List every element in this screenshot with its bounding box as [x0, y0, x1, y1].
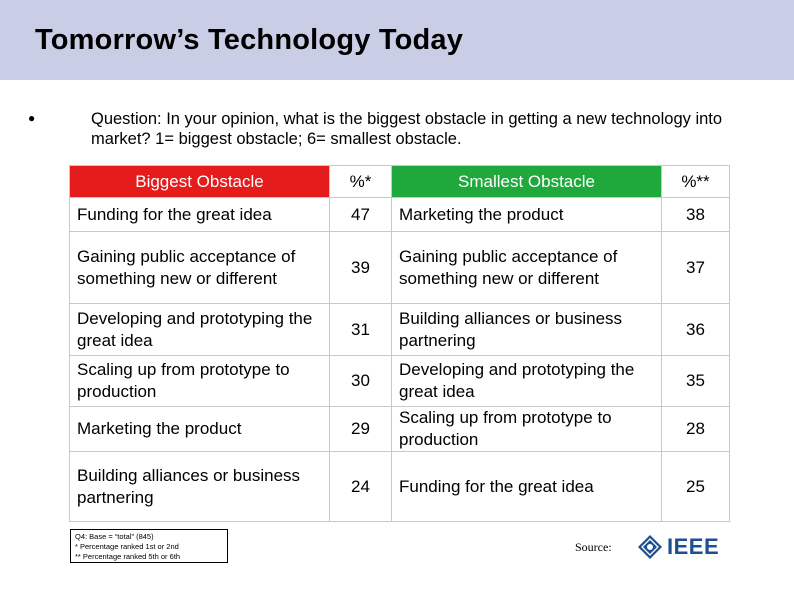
footnote-double-star: ** Percentage ranked 5th or 6th: [75, 552, 181, 561]
ieee-logo: IEEE: [637, 530, 719, 564]
table-row: Scaling up from prototype to production …: [69, 355, 730, 407]
source-label: Source:: [575, 540, 612, 554]
smallest-pct-cell: 38: [661, 197, 730, 232]
biggest-obstacle-cell: Scaling up from prototype to production: [69, 355, 330, 407]
biggest-obstacle-cell: Developing and prototyping the great ide…: [69, 303, 330, 356]
biggest-obstacle-cell: Building alliances or business partnerin…: [69, 451, 330, 522]
table-row: Developing and prototyping the great ide…: [69, 303, 730, 356]
header-biggest-obstacle: Biggest Obstacle: [69, 165, 330, 198]
table-header-row: Biggest Obstacle %* Smallest Obstacle %*…: [69, 165, 730, 198]
biggest-pct-cell: 39: [329, 231, 392, 304]
table-row: Marketing the product 29 Scaling up from…: [69, 406, 730, 452]
ieee-diamond-icon: [638, 535, 662, 559]
ieee-logo-text: IEEE: [667, 534, 720, 559]
table-row: Building alliances or business partnerin…: [69, 451, 730, 522]
footnote-base: Q4: Base = “total” (845): [75, 532, 154, 541]
biggest-pct-cell: 31: [329, 303, 392, 356]
table-row: Gaining public acceptance of something n…: [69, 231, 730, 304]
table-row: Funding for the great idea 47 Marketing …: [69, 197, 730, 232]
smallest-obstacle-cell: Developing and prototyping the great ide…: [391, 355, 662, 407]
footnote-box: Q4: Base = “total” (845) * Percentage ra…: [70, 529, 228, 563]
smallest-obstacle-cell: Scaling up from prototype to production: [391, 406, 662, 452]
smallest-pct-cell: 35: [661, 355, 730, 407]
smallest-pct-cell: 25: [661, 451, 730, 522]
smallest-pct-cell: 37: [661, 231, 730, 304]
biggest-pct-cell: 47: [329, 197, 392, 232]
smallest-obstacle-cell: Marketing the product: [391, 197, 662, 232]
header-smallest-pct: %**: [661, 165, 730, 198]
biggest-pct-cell: 30: [329, 355, 392, 407]
smallest-pct-cell: 36: [661, 303, 730, 356]
header-biggest-pct: %*: [329, 165, 392, 198]
header-smallest-obstacle: Smallest Obstacle: [391, 165, 662, 198]
slide-title: Tomorrow’s Technology Today: [35, 24, 464, 56]
biggest-pct-cell: 29: [329, 406, 392, 452]
footnote-single-star: * Percentage ranked 1st or 2nd: [75, 542, 179, 551]
obstacle-table: Biggest Obstacle %* Smallest Obstacle %*…: [69, 165, 730, 522]
smallest-obstacle-cell: Funding for the great idea: [391, 451, 662, 522]
biggest-obstacle-cell: Funding for the great idea: [69, 197, 330, 232]
biggest-obstacle-cell: Marketing the product: [69, 406, 330, 452]
bullet-icon: ●: [28, 111, 36, 125]
question-text: Question: In your opinion, what is the b…: [91, 110, 723, 148]
smallest-obstacle-cell: Gaining public acceptance of something n…: [391, 231, 662, 304]
title-band: [0, 0, 794, 80]
biggest-pct-cell: 24: [329, 451, 392, 522]
biggest-obstacle-cell: Gaining public acceptance of something n…: [69, 231, 330, 304]
smallest-pct-cell: 28: [661, 406, 730, 452]
smallest-obstacle-cell: Building alliances or business partnerin…: [391, 303, 662, 356]
